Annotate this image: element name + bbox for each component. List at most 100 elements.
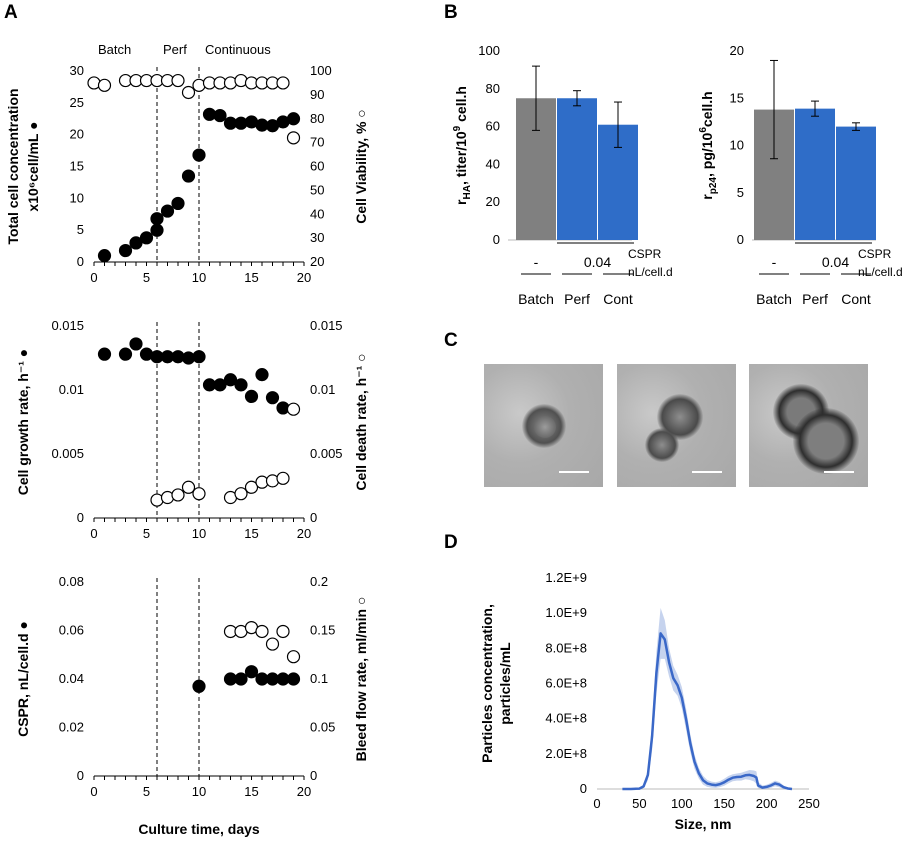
data-point-open	[276, 471, 290, 485]
category-label: Perf	[802, 291, 828, 307]
y-left-tick-label: 0.02	[59, 720, 84, 735]
y-tick-label: 20	[486, 194, 500, 209]
x-tick-label: 200	[756, 796, 778, 811]
cspr-label: CSPR	[628, 247, 662, 261]
phase-label-continuous: Continuous	[205, 42, 271, 57]
y-axis-label-part: , pg/10	[699, 132, 715, 177]
data-point-filled	[244, 665, 259, 679]
panel-label-b: B	[444, 2, 458, 23]
x-tick-label: 0	[593, 796, 600, 811]
confidence-band	[622, 607, 792, 789]
bar	[836, 126, 876, 240]
y-right-tick-label: 0	[310, 768, 317, 783]
cspr-value-perf-cont: 0.04	[584, 254, 611, 270]
y-tick-label: 6.0E+8	[545, 676, 587, 691]
y-right-tick-label: 0.01	[310, 382, 335, 397]
y-left-tick-label: 15	[70, 159, 84, 174]
chart-d-particle-size: 0 50 100 150 200 250 0 2.0E+8 4.0E+8 6.0E+8 8.0E+8…	[479, 570, 820, 832]
y-tick-label: 15	[730, 90, 744, 105]
y-tick-label: 0	[493, 232, 500, 247]
y-axis-label-part: p24	[708, 177, 719, 195]
data-point-filled	[255, 368, 269, 382]
data-point-filled	[118, 243, 133, 258]
data-point-filled	[213, 108, 227, 123]
cspr-label: CSPR	[858, 247, 892, 261]
y-left-tick-label: 30	[70, 63, 84, 78]
y-tick-label: 0	[737, 232, 744, 247]
data-point-open	[171, 73, 185, 88]
y-tick-label: 10	[730, 138, 744, 153]
data-point-open	[276, 76, 290, 90]
y-left-tick-label: 0	[77, 510, 84, 525]
scale-bar	[692, 471, 722, 473]
chart-a2-growth-death-rate: 0 5 10 15 2000.0050.010.01500.0050.010.015Ce…	[15, 318, 369, 541]
x-tick-label: 15	[244, 784, 258, 799]
y-left-label: Total cell concentration	[5, 88, 21, 244]
cspr-value-batch: -	[534, 254, 539, 270]
x-tick-label: 20	[297, 270, 311, 285]
y-left-tick-label: 0	[77, 254, 84, 269]
x-tick-label: 100	[671, 796, 693, 811]
x-tick-label: 15	[244, 270, 258, 285]
y-right-tick-label: 0.015	[310, 318, 343, 333]
y-tick-label: 20	[730, 43, 744, 58]
y-axis-label-line2: particles/mL	[497, 642, 513, 725]
data-point-filled	[160, 204, 175, 218]
y-right-tick-label: 60	[310, 159, 324, 174]
x-tick-label: 250	[798, 796, 820, 811]
data-point-open	[276, 624, 290, 639]
chart-b1-r-ha: 0 20 40 60 80 100 Batch Perf Cont - 0.04 CSPR nL/cel…	[452, 43, 673, 307]
y-left-tick-label: 5	[77, 222, 84, 237]
data-point-filled	[97, 347, 112, 361]
data-point-filled	[286, 672, 301, 686]
y-left-tick-label: 25	[70, 95, 84, 110]
y-tick-label: 2.0E+8	[545, 746, 587, 761]
cspr-value-batch: -	[772, 254, 777, 270]
panel-label-d: D	[444, 532, 458, 553]
y-right-label: Bleed flow rate, ml/min ○	[353, 597, 369, 762]
data-point-open	[181, 85, 196, 100]
y-axis-label-part: , titer/10	[453, 131, 469, 185]
x-tick-label: 10	[192, 270, 206, 285]
data-point-filled	[234, 378, 248, 392]
y-left-tick-label: 20	[70, 127, 84, 142]
y-tick-label: 40	[486, 156, 500, 171]
panel-label-c: C	[444, 330, 458, 351]
chart-b2-r-p24: 0 5 10 15 20 Batch Perf Cont - 0.04 CSPR nL/cell.d r…	[698, 43, 903, 307]
cspr-unit: nL/cell.d	[858, 265, 903, 279]
y-tick-label: 60	[486, 119, 500, 134]
x-tick-label: 5	[143, 784, 150, 799]
y-right-label: Cell Viability, % ○	[353, 109, 369, 224]
x-axis-label: Size, nm	[675, 816, 732, 832]
scale-bar	[559, 471, 589, 473]
y-right-tick-label: 30	[310, 230, 324, 245]
x-tick-label: 150	[713, 796, 735, 811]
x-axis-label: Culture time, days	[138, 821, 260, 837]
y-left-label: CSPR, nL/cell.d ●	[15, 621, 31, 737]
x-tick-label: 0	[90, 270, 97, 285]
chart-a1-cell-concentration-viability: 0 5 10 15 20 0 5 10 15 20 25 30 20 30 40 50 60 70 80 90 100 T…	[5, 63, 369, 285]
x-tick-label: 5	[143, 270, 150, 285]
y-axis-label-part: cell.h	[453, 86, 469, 126]
category-label: Batch	[756, 291, 792, 307]
y-left-tick-label: 0	[77, 768, 84, 783]
y-right-tick-label: 0.005	[310, 446, 343, 461]
y-left-tick-label: 0.04	[59, 671, 84, 686]
y-tick-label: 8.0E+8	[545, 640, 587, 655]
data-point-open	[171, 488, 185, 502]
x-tick-label: 10	[192, 784, 206, 799]
y-left-tick-label: 0.015	[51, 318, 84, 333]
data-point-filled	[129, 236, 143, 250]
data-point-filled	[223, 373, 238, 387]
data-point-open	[286, 650, 301, 664]
panel-label-a: A	[4, 2, 18, 23]
data-point-filled	[118, 347, 133, 361]
data-point-filled	[234, 672, 248, 686]
y-left-tick-label: 0.005	[51, 446, 84, 461]
x-tick-label: 20	[297, 526, 311, 541]
y-left-tick-label: 10	[70, 190, 84, 205]
y-tick-label: 100	[478, 43, 500, 58]
y-left-label: Cell growth rate, h⁻¹ ●	[15, 349, 31, 496]
x-tick-label: 15	[244, 526, 258, 541]
